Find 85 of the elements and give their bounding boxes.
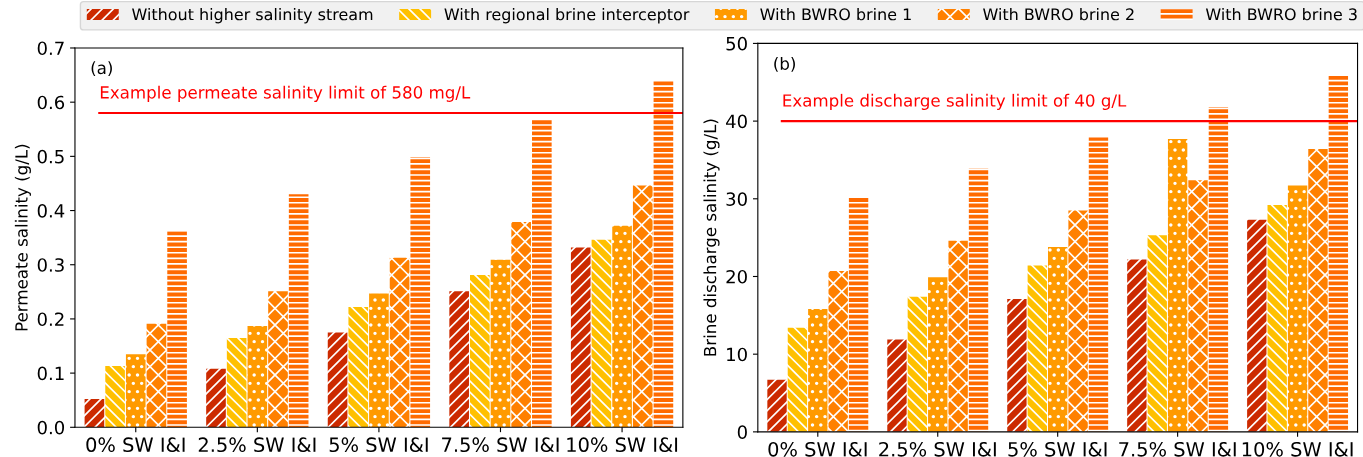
x-tick-label: 7.5% SW I&I (442, 437, 559, 453)
bar (449, 291, 469, 428)
bar (167, 231, 187, 428)
bar (105, 366, 125, 428)
y-tick-label: 0.6 (37, 95, 65, 110)
text: (a) (91, 61, 112, 77)
x-tick-label: 10% SW I&I (1242, 441, 1353, 457)
bar (1007, 299, 1027, 432)
bar (570, 247, 591, 428)
y-tick-label: 0.5 (37, 149, 64, 164)
ref-line-label: Example discharge salinity limit of 40 g/L (783, 93, 1127, 110)
y-tick-label: 20 (726, 269, 747, 284)
y-tick-label: 10 (727, 347, 747, 362)
x-tick-label: 10% SW I&I (567, 437, 678, 453)
bar (389, 257, 410, 428)
bar (1247, 219, 1267, 432)
y-tick-label: 40 (726, 114, 747, 129)
bar (247, 325, 268, 428)
bar (1068, 210, 1088, 432)
y-axis-title: Permeate salinity (g/L) (14, 144, 31, 331)
bar (1267, 205, 1287, 432)
bar (511, 221, 531, 428)
bar (410, 156, 431, 428)
y-tick-label: 0.1 (37, 366, 64, 381)
bar (84, 399, 105, 428)
bar (226, 337, 247, 428)
legend-label: With BWRO brine 3 (1205, 7, 1357, 21)
bar (1188, 180, 1208, 432)
x-tick-label: 5% SW I&I (1008, 441, 1107, 457)
bar (1287, 185, 1308, 432)
bar (787, 327, 808, 432)
bar (907, 296, 928, 432)
y-tick-label: 0.4 (37, 204, 65, 218)
bar (828, 271, 848, 432)
bar (928, 277, 948, 432)
bar (1048, 246, 1068, 432)
bar (632, 185, 653, 428)
bar (591, 239, 612, 428)
y-tick-label: 50 (726, 36, 747, 51)
bar (146, 323, 167, 428)
x-tick-label: 0% SW I&I (86, 437, 185, 453)
x-tick-label: 5% SW I&I (329, 437, 428, 453)
text: (b) (774, 57, 795, 72)
bar (268, 291, 288, 428)
x-tick-label: 2.5% SW I&I (198, 437, 316, 453)
x-tick-label: 2.5% SW I&I (879, 441, 996, 457)
y-tick-label: 0.2 (37, 312, 64, 327)
bar (470, 275, 490, 428)
x-tick-label: 0% SW I&I (768, 441, 867, 457)
bar (369, 293, 389, 428)
legend-label: With regional brine interceptor (444, 7, 690, 24)
bar (808, 309, 828, 432)
bar (1328, 76, 1349, 432)
bar (968, 168, 989, 432)
legend-label: With BWRO brine 1 (760, 7, 911, 21)
bar (1127, 259, 1147, 432)
bar (348, 307, 369, 428)
y-axis-title: Brine discharge salinity (g/L) (703, 119, 720, 356)
ref-line-label: Example permeate salinity limit of 580 mg/L (100, 85, 471, 102)
bar (490, 259, 511, 428)
y-tick-label: 30 (726, 192, 747, 206)
bar (125, 354, 146, 428)
bar (887, 339, 907, 432)
bar (1208, 107, 1229, 432)
bar (1147, 235, 1167, 432)
bar (612, 225, 632, 428)
x-tick-label: 7.5% SW I&I (1119, 441, 1236, 457)
y-tick-label: 0 (737, 425, 747, 439)
bar (288, 194, 309, 428)
bar (327, 332, 348, 428)
bar (653, 80, 674, 428)
bar (206, 368, 226, 428)
y-tick-label: 0.0 (37, 420, 65, 435)
bar (532, 118, 552, 428)
bar (1308, 149, 1328, 432)
y-tick-label: 0.7 (37, 41, 64, 56)
bar (848, 197, 869, 432)
bar (948, 240, 968, 432)
legend-label: Without higher salinity stream (132, 7, 373, 24)
bar (1088, 137, 1109, 432)
legend-label: With BWRO brine 2 (983, 7, 1134, 21)
bar (1027, 265, 1047, 432)
bar (767, 379, 787, 432)
y-tick-label: 0.3 (37, 258, 64, 272)
bar (1167, 138, 1188, 432)
